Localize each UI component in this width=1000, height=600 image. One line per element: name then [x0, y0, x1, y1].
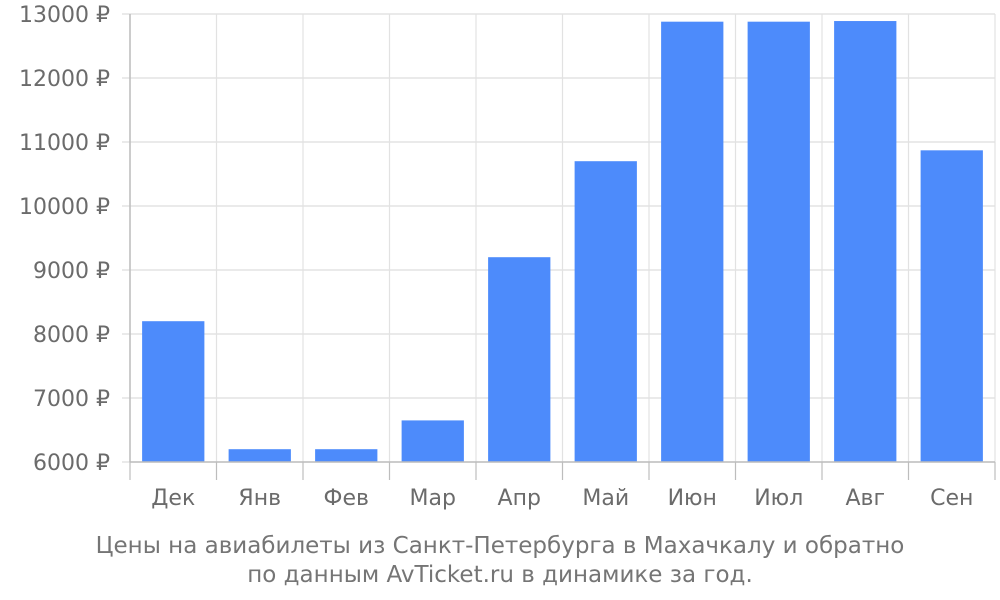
y-tick-label: 10000 ₽ — [19, 195, 110, 220]
x-tick-label: Апр — [498, 486, 541, 511]
bar-chart: 6000 ₽ 7000 ₽ 8000 ₽ 9000 ₽ 10000 ₽ 11000 ₽ 12… — [19, 3, 996, 511]
y-tick-label: 6000 ₽ — [33, 451, 110, 476]
x-tick-label: Янв — [238, 486, 281, 511]
y-tick-label: 12000 ₽ — [19, 67, 110, 92]
x-tick-label: Июл — [754, 486, 803, 511]
grid — [122, 13, 996, 463]
bar — [834, 21, 897, 462]
bar — [401, 420, 464, 462]
x-tick-label: Май — [582, 486, 629, 511]
caption-line-1: Цены на авиабилеты из Санкт-Петербурга в… — [95, 533, 905, 559]
x-tick-label: Мар — [410, 486, 456, 511]
y-tick-label: 8000 ₽ — [33, 323, 110, 348]
bar — [574, 161, 637, 462]
bar — [228, 449, 291, 462]
y-tick-label: 11000 ₽ — [19, 131, 110, 156]
bar — [661, 21, 724, 463]
bars — [142, 21, 983, 463]
x-tick-label: Июн — [668, 486, 717, 511]
y-tick-label: 7000 ₽ — [33, 387, 110, 412]
x-tick-label: Авг — [845, 486, 885, 511]
bar — [747, 21, 810, 463]
chart-caption: Цены на авиабилеты из Санкт-Петербурга в… — [0, 532, 1000, 590]
bar — [920, 150, 983, 462]
bar — [315, 449, 378, 462]
bar — [488, 257, 551, 462]
x-tick-labels: Дек Янв Фев Мар Апр Май Июн Июл Авг Сен — [151, 486, 973, 511]
y-tick-labels: 6000 ₽ 7000 ₽ 8000 ₽ 9000 ₽ 10000 ₽ 11000 ₽ 12… — [19, 3, 110, 476]
bar — [142, 321, 205, 462]
caption-line-2: по данным AvTicket.ru в динамике за год. — [247, 562, 753, 588]
y-tick-label: 9000 ₽ — [33, 259, 110, 284]
axes — [129, 14, 996, 480]
x-tick-label: Дек — [151, 486, 195, 511]
x-tick-label: Сен — [930, 486, 973, 511]
y-tick-label: 13000 ₽ — [19, 3, 110, 28]
x-tick-label: Фев — [324, 486, 369, 511]
